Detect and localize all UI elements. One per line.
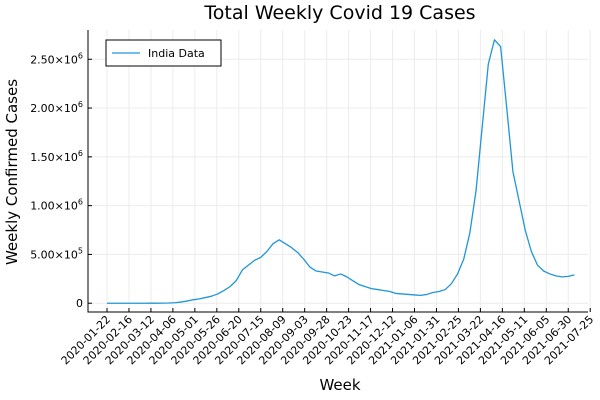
y-tick-label: 1.00×106 — [30, 198, 83, 213]
chart-title: Total Weekly Covid 19 Cases — [203, 2, 475, 24]
x-axis-label: Week — [319, 376, 360, 394]
axis-frame — [87, 30, 588, 313]
y-tick-label: 2.50×106 — [30, 51, 83, 66]
legend-box — [105, 39, 222, 67]
legend-label-india-data: India Data — [148, 47, 205, 60]
gridlines — [88, 30, 591, 312]
y-tick-label: 0 — [76, 297, 83, 310]
y-tick-label: 2.00×106 — [30, 100, 83, 115]
legend: India Data — [105, 39, 222, 67]
y-axis-label: Weekly Confirmed Cases — [3, 79, 21, 265]
y-tick-labels: 0 5.00×105 1.00×106 1.50×106 2.00×106 2.50×10… — [30, 51, 92, 310]
series-layer — [107, 39, 575, 304]
series-line-india-data — [107, 39, 575, 304]
y-tick-label: 1.50×106 — [30, 149, 83, 164]
y-tick-label: 5.00×105 — [30, 246, 83, 261]
